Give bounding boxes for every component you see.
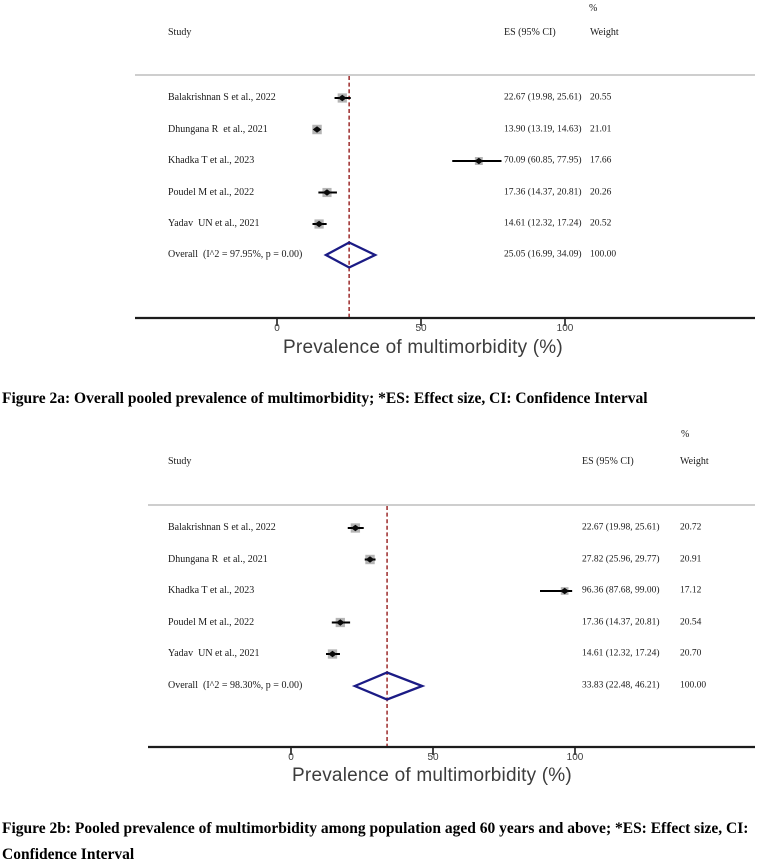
study-weight-value: 20.26 [590,187,612,198]
study-es-ci-value: 70.09 (60.85, 77.95) [504,155,582,166]
pooled-diamond [351,671,426,701]
study-weight-value: 20.70 [680,648,702,659]
point-estimate-marker [365,556,375,563]
study-es-ci-value: 22.67 (19.98, 25.61) [582,522,660,533]
study-weight-value: 20.72 [680,522,702,533]
study-es-ci-value: 14.61 (12.32, 17.24) [504,218,582,229]
point-estimate-marker [314,220,324,228]
study-weight-value: 20.55 [590,92,612,103]
study-es-ci-value: 27.82 (25.96, 29.77) [582,554,660,565]
study-weight-value: 20.52 [590,218,612,229]
overall-weight-value: 100.00 [590,249,617,260]
x-axis-title: Prevalence of multimorbidity (%) [292,765,572,786]
x-axis-tick-label: 100 [556,323,574,334]
study-column-header: Study [168,27,192,38]
x-axis-tick-label: 50 [415,323,427,334]
study-label: Balakrishnan S et al., 2022 [168,92,276,104]
overall-weight-value: 100.00 [680,680,707,691]
study-label: Khadka T et al., 2023 [168,155,255,167]
study-es-ci-value: 22.67 (19.98, 25.61) [504,92,582,103]
x-axis-tick-label: 0 [288,752,294,763]
study-es-ci-value: 13.90 (13.19, 14.63) [504,124,582,135]
study-es-ci-value: 96.36 (87.68, 99.00) [582,585,660,596]
study-weight-value: 20.91 [680,554,702,565]
study-label: Poudel M et al., 2022 [168,616,255,628]
study-es-ci-value: 17.36 (14.37, 20.81) [504,187,582,198]
percent-column-header: % [681,429,690,440]
study-weight-value: 17.66 [590,155,612,166]
overall-label: Overall (I^2 = 98.30%, p = 0.00) [168,680,303,692]
study-weight-value: 21.01 [590,124,612,135]
es-ci-column-header: ES (95% CI) [582,456,634,467]
point-estimate-marker [351,524,360,532]
study-es-ci-value: 14.61 (12.32, 17.24) [582,648,660,659]
figure-2a-caption: Figure 2a: Overall pooled prevalence of … [2,390,648,407]
overall-es-ci-value: 33.83 (22.48, 46.21) [582,680,660,691]
point-estimate-marker [337,94,347,102]
x-axis-tick-label: 0 [274,323,280,334]
percent-column-header: % [589,3,598,14]
weight-column-header: Weight [680,456,709,467]
study-label: Poudel M et al., 2022 [168,186,255,198]
overall-es-ci-value: 25.05 (16.99, 34.09) [504,249,582,260]
study-column-header: Study [168,456,192,467]
study-weight-value: 17.12 [680,585,702,596]
x-axis-title: Prevalence of multimorbidity (%) [283,337,563,358]
study-label: Yadav UN et al., 2021 [168,218,260,230]
study-label: Yadav UN et al., 2021 [168,648,260,660]
study-label: Dhungana R et al., 2021 [168,123,268,135]
point-estimate-marker [336,619,345,626]
study-es-ci-value: 17.36 (14.37, 20.81) [582,617,660,628]
x-axis-tick-label: 50 [427,752,439,763]
pooled-diamond [323,241,378,269]
study-label: Balakrishnan S et al., 2022 [168,522,276,534]
point-estimate-marker [560,587,569,595]
point-estimate-marker [328,650,337,658]
point-estimate-marker [474,157,484,165]
weight-column-header: Weight [590,27,619,38]
study-label: Dhungana R et al., 2021 [168,553,268,565]
study-label: Khadka T et al., 2023 [168,585,255,597]
es-ci-column-header: ES (95% CI) [504,27,556,38]
study-weight-value: 20.54 [680,617,702,628]
point-estimate-marker [312,126,322,133]
figure-2b-caption: Figure 2b: Pooled prevalence of multimor… [2,820,749,862]
x-axis-tick-label: 100 [566,752,584,763]
overall-label: Overall (I^2 = 97.95%, p = 0.00) [168,249,303,261]
point-estimate-marker [322,189,332,196]
